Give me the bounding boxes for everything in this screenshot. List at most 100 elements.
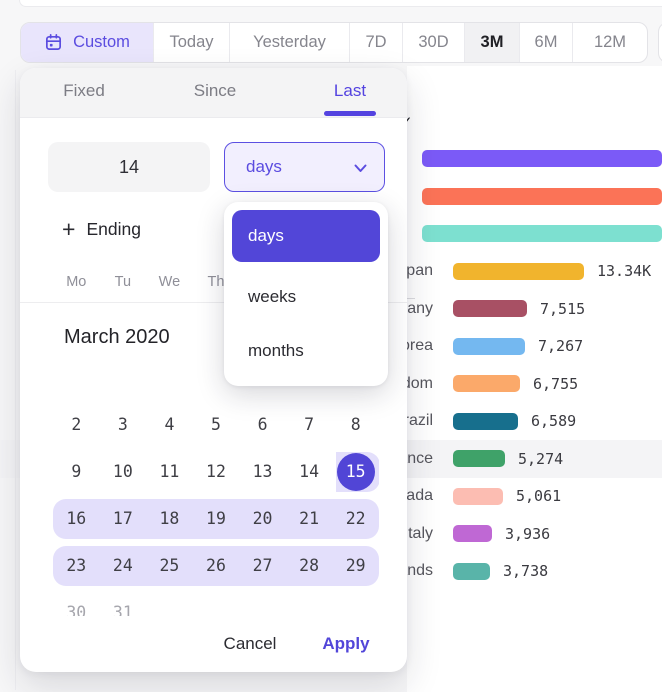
chevron-down-icon <box>354 164 367 172</box>
background-panel-border <box>15 70 16 690</box>
bar[interactable] <box>453 562 490 580</box>
calendar-day[interactable]: 6 <box>257 415 268 434</box>
preset-button-6m[interactable]: 6M <box>519 23 572 62</box>
calendar-icon <box>46 34 62 51</box>
calendar-day[interactable]: 5 <box>211 415 221 434</box>
calendar-day[interactable]: 11 <box>159 462 180 481</box>
calendar-day[interactable]: 14 <box>299 462 320 481</box>
calendar-day[interactable]: 31 <box>112 603 133 616</box>
custom-range-button[interactable]: Custom <box>21 23 153 62</box>
bar[interactable] <box>453 262 584 280</box>
calendar-day[interactable]: 22 <box>345 509 366 528</box>
tab-fixed[interactable]: Fixed <box>63 81 105 100</box>
bar[interactable] <box>422 187 662 205</box>
calendar-day[interactable]: 26 <box>206 556 226 575</box>
calendar-day[interactable]: 27 <box>252 556 273 575</box>
bar-value-label: 13.34K <box>597 262 652 281</box>
bar[interactable] <box>453 375 520 393</box>
calendar-day[interactable]: 12 <box>206 462 226 481</box>
calendar-day[interactable]: 3 <box>117 415 128 434</box>
bar[interactable] <box>422 150 662 168</box>
active-tab-underline <box>324 111 376 116</box>
add-ending-label: Ending <box>86 218 141 239</box>
calendar-day[interactable]: 13 <box>252 462 273 481</box>
calendar-week-row: 2 3 4 5 6 7 8 <box>53 401 379 448</box>
bar-value-label: 7,515 <box>540 299 586 318</box>
country-label: Italy <box>403 524 433 542</box>
preset-button-12m[interactable]: 12M <box>572 23 647 62</box>
top-panel-edge <box>19 0 662 7</box>
calendar-day[interactable]: 29 <box>345 556 366 575</box>
chart-background <box>407 66 662 692</box>
bar[interactable] <box>453 525 492 543</box>
add-ending-button[interactable]: + Ending <box>62 214 141 244</box>
calendar-day[interactable]: 17 <box>112 509 133 528</box>
calendar-day[interactable]: 28 <box>299 556 320 575</box>
custom-range-label: Custom <box>73 33 130 51</box>
date-range-toolbar: Custom Today Yesterday 7D 30D 3M 6M 12M <box>20 22 648 63</box>
calendar-day[interactable]: 20 <box>252 509 273 528</box>
calendar-day[interactable]: 7 <box>304 415 315 434</box>
adjacent-control-edge <box>658 22 662 63</box>
calendar-day[interactable]: 2 <box>71 415 82 434</box>
bar[interactable] <box>453 487 503 505</box>
bar-value-label: 5,061 <box>516 487 562 506</box>
calendar-day[interactable]: 25 <box>159 556 180 575</box>
bar[interactable] <box>453 450 505 468</box>
unit-option-months[interactable]: months <box>248 341 304 360</box>
picker-tabs-header: Fixed Since Last <box>20 68 407 118</box>
duration-count-input[interactable] <box>48 142 210 192</box>
unit-dropdown-menu: days weeks months <box>224 202 388 386</box>
bar-value-label: 6,589 <box>531 412 577 431</box>
cancel-button[interactable]: Cancel <box>223 634 277 653</box>
bar[interactable] <box>453 300 527 318</box>
calendar-day[interactable]: 4 <box>164 415 175 434</box>
duration-unit-value: days <box>246 157 282 176</box>
calendar-day[interactable]: 24 <box>112 556 133 575</box>
divider-fragment <box>407 298 415 299</box>
bar[interactable] <box>453 412 518 430</box>
calendar-day[interactable]: 19 <box>206 509 226 528</box>
unit-option-weeks[interactable]: weeks <box>248 287 297 306</box>
weekday-label: We <box>158 274 181 290</box>
calendar-day[interactable]: 23 <box>66 556 87 575</box>
preset-button-today[interactable]: Today <box>153 23 229 62</box>
bar-value-label: 3,738 <box>503 562 549 581</box>
unit-option-days[interactable]: days <box>232 210 380 262</box>
bar[interactable] <box>422 225 662 243</box>
bar-value-label: 3,936 <box>505 524 551 543</box>
bar-value-label: 6,755 <box>533 374 579 393</box>
preset-button-30d[interactable]: 30D <box>402 23 464 62</box>
calendar-day[interactable]: 18 <box>159 509 180 528</box>
calendar-day[interactable]: 9 <box>71 462 82 481</box>
calendar-day[interactable]: 10 <box>112 462 133 481</box>
apply-button[interactable]: Apply <box>322 634 370 653</box>
calendar-week-row: 16 17 18 19 20 21 22 <box>53 495 379 542</box>
bar[interactable] <box>453 337 525 355</box>
preset-button-yesterday[interactable]: Yesterday <box>229 23 349 62</box>
calendar-day <box>239 589 286 616</box>
calendar-day <box>53 354 100 401</box>
tab-since[interactable]: Since <box>193 81 237 100</box>
plus-icon: + <box>62 215 76 242</box>
calendar-day[interactable]: 8 <box>350 415 361 434</box>
calendar-day <box>286 589 333 616</box>
preset-button-7d[interactable]: 7D <box>349 23 402 62</box>
calendar-day[interactable]: 16 <box>66 509 87 528</box>
calendar-day[interactable]: 15 <box>332 448 379 495</box>
bar-value-label: 5,274 <box>518 449 564 468</box>
selected-day[interactable]: 15 <box>336 452 375 491</box>
calendar-day[interactable]: 30 <box>66 603 87 616</box>
tab-last[interactable]: Last <box>333 81 367 100</box>
calendar-grid: 1234567891011121314151617181920212223242… <box>53 354 379 616</box>
preset-button-3m[interactable]: 3M <box>464 23 519 62</box>
month-title: March 2020 <box>64 326 170 348</box>
bar-value-label: 7,267 <box>538 337 584 356</box>
weekday-label: Tu <box>114 274 132 290</box>
calendar-day <box>100 354 147 401</box>
calendar-divider <box>20 302 407 303</box>
duration-unit-select[interactable]: days <box>224 142 385 192</box>
calendar-day[interactable]: 21 <box>299 509 320 528</box>
